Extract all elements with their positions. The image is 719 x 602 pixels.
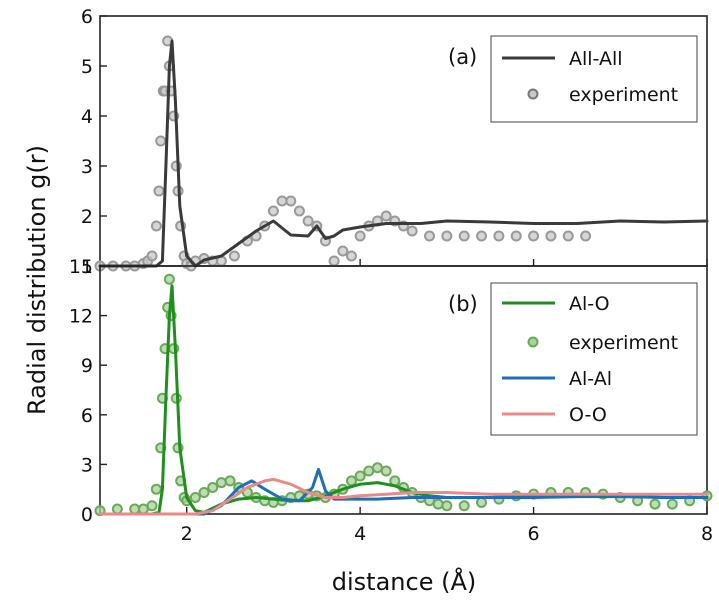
point-experiment-b-46 xyxy=(432,498,444,510)
point-experiment-a-7 xyxy=(150,220,162,232)
point-experiment-b-36 xyxy=(345,475,357,487)
point-experiment-b-3 xyxy=(137,503,149,515)
x-tick-label-b-3: 8 xyxy=(701,523,713,545)
point-experiment-b-4 xyxy=(146,500,158,512)
legend-marker-experiment-a xyxy=(527,88,539,100)
point-experiment-a-50 xyxy=(476,230,488,242)
point-experiment-b-5 xyxy=(150,483,162,495)
point-experiment-b-60 xyxy=(666,498,678,510)
legend-label-all-all: All-All xyxy=(569,48,623,70)
point-experiment-a-6 xyxy=(146,250,158,262)
point-experiment-a-56 xyxy=(580,230,592,242)
point-experiment-b-37 xyxy=(354,470,366,482)
point-experiment-a-31 xyxy=(276,195,288,207)
panel-a-legend: All-All experiment xyxy=(490,35,698,123)
point-experiment-a-46 xyxy=(406,225,418,237)
legend-marker-experiment-b xyxy=(527,336,539,348)
point-experiment-a-8 xyxy=(153,185,165,197)
point-experiment-a-43 xyxy=(380,210,392,222)
point-experiment-b-10 xyxy=(163,273,175,285)
y-tick-label-a-4: 5 xyxy=(81,56,93,78)
series-line-o-o-b xyxy=(98,477,709,516)
y-tick-label-b-4: 12 xyxy=(69,306,93,328)
point-experiment-b-2 xyxy=(129,503,141,515)
y-tick-label-a-1: 2 xyxy=(81,206,93,228)
point-experiment-a-9 xyxy=(155,135,167,147)
y-tick-label-a-0: 1 xyxy=(81,256,93,278)
y-tick-label-b-3: 9 xyxy=(81,355,93,377)
point-experiment-b-59 xyxy=(649,498,661,510)
y-tick-label-b-1: 3 xyxy=(81,454,93,476)
point-experiment-a-51 xyxy=(493,230,505,242)
x-axis-title: distance (Å) xyxy=(332,567,476,596)
point-experiment-a-34 xyxy=(302,215,314,227)
y-axis-title: Radial distribution g(r) xyxy=(23,145,51,415)
point-experiment-b-48 xyxy=(458,500,470,512)
legend-label-al-al: Al-Al xyxy=(569,368,612,390)
y-tick-label-a-2: 3 xyxy=(81,156,93,178)
point-experiment-a-47 xyxy=(424,230,436,242)
legend-label-experiment-b: experiment xyxy=(569,332,678,354)
panel-a-label: (a) xyxy=(448,45,477,69)
point-experiment-a-55 xyxy=(562,230,574,242)
series-line-al-o-b xyxy=(98,284,709,516)
point-experiment-b-18 xyxy=(189,491,201,503)
x-tick-label-b-1: 4 xyxy=(354,523,366,545)
point-experiment-a-48 xyxy=(441,230,453,242)
series-line-al-al-b xyxy=(98,467,709,516)
y-tick-label-a-3: 4 xyxy=(81,106,93,128)
panel-a-ticks: 1 2 3 4 5 6 xyxy=(81,6,708,278)
panel-b-legend: Al-O experiment Al-Al O-O xyxy=(490,282,698,436)
legend-label-al-o: Al-O xyxy=(569,293,610,315)
point-experiment-a-39 xyxy=(345,250,357,262)
point-experiment-b-49 xyxy=(476,496,488,508)
point-experiment-b-22 xyxy=(224,475,236,487)
y-tick-label-a-5: 6 xyxy=(81,6,93,28)
point-experiment-a-30 xyxy=(267,205,279,217)
point-experiment-a-52 xyxy=(510,230,522,242)
point-experiment-b-19 xyxy=(198,487,210,499)
panel-a-legend-box xyxy=(490,35,698,123)
legend-label-o-o: O-O xyxy=(569,404,607,426)
panel-a-series xyxy=(94,35,709,272)
x-tick-label-b-0: 2 xyxy=(181,523,193,545)
y-tick-label-b-0: 0 xyxy=(81,504,93,526)
point-experiment-b-20 xyxy=(207,482,219,494)
point-experiment-b-40 xyxy=(380,465,392,477)
panel-b-legend-box xyxy=(490,282,698,436)
point-experiment-a-26 xyxy=(228,250,240,262)
panel-b-frame xyxy=(99,265,708,515)
point-experiment-a-53 xyxy=(528,230,540,242)
panel-a: 1 2 3 4 5 6 (a) All-All experiment xyxy=(81,6,709,278)
y-tick-label-b-2: 6 xyxy=(81,405,93,427)
point-experiment-a-38 xyxy=(337,245,349,257)
panel-b-series xyxy=(94,273,713,517)
point-experiment-b-1 xyxy=(111,503,123,515)
y-tick-label-b-5: 15 xyxy=(69,256,93,278)
point-experiment-b-21 xyxy=(215,477,227,489)
panel-b-label: (b) xyxy=(448,292,478,316)
point-experiment-b-38 xyxy=(363,465,375,477)
point-experiment-a-37 xyxy=(328,255,340,267)
legend-label-experiment-a: experiment xyxy=(569,84,678,106)
point-experiment-a-33 xyxy=(293,205,305,217)
point-experiment-b-47 xyxy=(441,500,453,512)
point-experiment-a-32 xyxy=(285,195,297,207)
point-experiment-a-40 xyxy=(354,230,366,242)
point-experiment-a-54 xyxy=(545,230,557,242)
panel-b-ticks: 0 3 6 9 12 15 2 4 6 8 xyxy=(69,256,713,545)
point-experiment-a-49 xyxy=(458,230,470,242)
x-tick-label-b-2: 6 xyxy=(528,523,540,545)
panel-b: 0 3 6 9 12 15 2 4 6 8 (b) Al-O experiment Al-Al O… xyxy=(69,256,713,545)
point-experiment-b-39 xyxy=(371,462,383,474)
series-line-all-all-a xyxy=(98,39,709,268)
